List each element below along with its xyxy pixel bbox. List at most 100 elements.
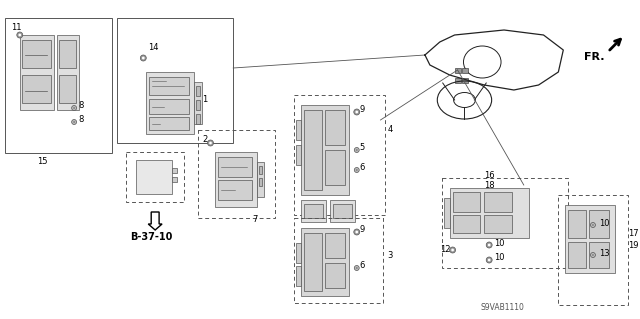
Bar [296, 266, 301, 286]
Bar [149, 117, 189, 130]
Circle shape [355, 167, 359, 173]
Circle shape [450, 247, 456, 253]
Text: B-37-10: B-37-10 [131, 232, 173, 242]
Text: 6: 6 [360, 164, 365, 173]
Circle shape [488, 244, 490, 246]
Bar [463, 68, 468, 73]
Circle shape [140, 55, 147, 61]
Bar [305, 110, 322, 190]
Bar [172, 168, 177, 173]
Circle shape [356, 267, 358, 269]
Bar [484, 192, 512, 212]
Bar [565, 205, 614, 273]
Bar [22, 40, 51, 68]
Bar [259, 166, 262, 174]
Bar [330, 200, 355, 222]
Circle shape [354, 229, 360, 235]
Text: 10: 10 [599, 219, 609, 227]
Text: 15: 15 [38, 158, 48, 167]
Bar [196, 100, 200, 110]
Circle shape [209, 142, 212, 145]
Bar [149, 77, 189, 95]
Circle shape [17, 32, 23, 38]
Bar [194, 82, 202, 124]
Text: 9: 9 [360, 106, 365, 115]
Bar [196, 114, 200, 124]
Bar [294, 95, 385, 215]
Bar [325, 263, 345, 288]
Bar [325, 110, 345, 145]
Bar [196, 86, 200, 96]
Text: 13: 13 [599, 249, 609, 257]
Text: 19: 19 [628, 241, 639, 249]
Bar [147, 72, 194, 134]
Bar [333, 204, 352, 218]
Bar [149, 99, 189, 114]
Circle shape [355, 231, 358, 234]
Text: 10: 10 [494, 254, 504, 263]
Text: 2: 2 [203, 136, 208, 145]
Text: 4: 4 [387, 125, 393, 135]
Bar [218, 180, 252, 200]
Text: FR.: FR. [584, 52, 605, 62]
Circle shape [486, 257, 492, 263]
Text: 17: 17 [628, 228, 639, 238]
Text: 7: 7 [252, 216, 257, 225]
Circle shape [488, 259, 490, 261]
Text: 8: 8 [78, 101, 83, 110]
Bar [60, 40, 76, 68]
Bar [136, 160, 172, 194]
Bar [450, 188, 529, 238]
Bar [305, 233, 322, 291]
Bar [325, 150, 345, 185]
Bar [305, 204, 323, 218]
Circle shape [592, 224, 594, 226]
Bar [218, 157, 252, 177]
Bar [484, 215, 512, 233]
Bar [257, 162, 264, 197]
Circle shape [207, 140, 214, 146]
Bar [296, 243, 301, 263]
Bar [589, 242, 609, 268]
Bar [301, 200, 326, 222]
Circle shape [355, 111, 358, 113]
Bar [568, 242, 586, 268]
Bar [452, 215, 480, 233]
Text: 5: 5 [360, 144, 365, 152]
Bar [452, 192, 480, 212]
Text: 14: 14 [148, 43, 159, 53]
Text: 11: 11 [11, 24, 21, 33]
Bar [22, 75, 51, 103]
Circle shape [451, 249, 454, 251]
Text: S9VAB1110: S9VAB1110 [480, 303, 524, 312]
Text: 12: 12 [440, 246, 451, 255]
Bar [568, 210, 586, 238]
Circle shape [355, 147, 359, 152]
Circle shape [72, 106, 77, 110]
Circle shape [72, 120, 77, 124]
Text: 9: 9 [360, 226, 365, 234]
Circle shape [486, 242, 492, 248]
Circle shape [356, 149, 358, 151]
Bar [259, 178, 262, 186]
Bar [58, 35, 79, 110]
Bar [454, 68, 461, 73]
Circle shape [591, 253, 595, 257]
Bar [116, 18, 233, 143]
Bar [127, 152, 184, 202]
Text: 18: 18 [484, 181, 495, 189]
Bar [442, 178, 568, 268]
Circle shape [73, 121, 75, 123]
Bar [589, 210, 609, 238]
Circle shape [142, 57, 145, 59]
Bar [198, 130, 275, 218]
Bar [444, 198, 450, 228]
Circle shape [19, 33, 21, 36]
Bar [301, 105, 349, 195]
Bar [5, 18, 111, 153]
Bar [20, 35, 54, 110]
Circle shape [354, 109, 360, 115]
Bar [301, 228, 349, 296]
Text: 1: 1 [203, 95, 208, 105]
Bar [60, 75, 76, 103]
